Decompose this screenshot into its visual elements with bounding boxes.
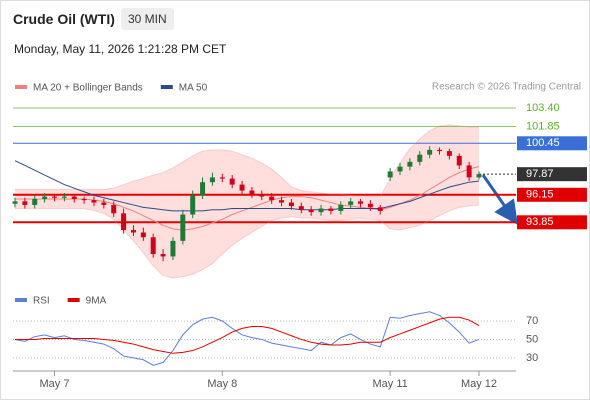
candle-body <box>427 149 433 155</box>
candle-body <box>338 204 344 211</box>
candle-body <box>101 202 107 205</box>
legend-swatch <box>67 298 80 302</box>
candle-body <box>249 190 255 195</box>
legend-swatch <box>15 85 27 89</box>
candle-body <box>397 166 403 172</box>
candle-body <box>200 182 206 196</box>
level-box <box>517 187 587 202</box>
candle-body <box>318 208 324 213</box>
legend-label: RSI <box>33 296 50 307</box>
level-box <box>517 167 587 182</box>
candle-body <box>446 151 452 156</box>
legend-label: MA 20 + Bollinger Bands <box>33 83 143 94</box>
y-tick-label: 50 <box>526 333 538 345</box>
candle-body <box>22 201 28 205</box>
x-tick-label: May 8 <box>207 378 237 390</box>
candle-body <box>298 206 304 210</box>
candle-body <box>367 203 373 208</box>
legend-swatch <box>15 298 27 302</box>
x-tick-label: May 7 <box>40 378 70 390</box>
candle-body <box>269 196 275 201</box>
candle-body <box>51 196 57 198</box>
level-box <box>517 215 587 230</box>
candle-body <box>190 195 196 215</box>
candle-body <box>12 201 18 204</box>
candle-body <box>209 177 215 183</box>
candle-body <box>71 196 77 199</box>
candle-body <box>42 196 48 199</box>
candle-body <box>358 201 364 204</box>
candle-body <box>32 198 38 205</box>
level-label: 103.40 <box>526 102 560 114</box>
candle-body <box>456 155 462 166</box>
candle-body <box>387 171 393 178</box>
band-edge <box>15 124 479 198</box>
candle-body <box>239 184 245 191</box>
legend-label: 9MA <box>86 296 107 307</box>
band-edge <box>15 204 480 279</box>
credit: Research © 2026 Trading Central <box>432 82 581 93</box>
candle-body <box>288 202 294 207</box>
candle-body <box>377 207 383 211</box>
rsi-line <box>14 311 480 366</box>
candle-body <box>229 178 235 185</box>
candle-body <box>328 208 334 211</box>
candle-body <box>111 204 117 214</box>
candle-body <box>61 196 67 198</box>
candle-body <box>259 194 265 197</box>
legend-swatch <box>160 85 173 89</box>
rsi-line <box>15 316 480 354</box>
level-label: 101.85 <box>526 120 560 132</box>
bollinger-band <box>15 124 479 278</box>
timestamp: Monday, May 11, 2026 1:21:28 PM CET <box>14 42 227 56</box>
level-label: 97.87 <box>526 168 554 180</box>
y-tick-label: 70 <box>526 315 538 327</box>
legend-label: MA 50 <box>179 83 208 94</box>
level-label: 96.15 <box>526 189 554 201</box>
candle-body <box>170 240 176 257</box>
candle-body <box>150 237 156 255</box>
candle-body <box>437 149 443 152</box>
candle-body <box>417 154 423 162</box>
candle-body <box>219 177 225 179</box>
candle-body <box>130 230 136 233</box>
candle-body <box>476 174 482 178</box>
candle-body <box>348 201 354 205</box>
x-tick-label: May 12 <box>461 378 497 390</box>
candle-body <box>81 198 87 201</box>
candle-body <box>308 209 314 213</box>
instrument-title: Crude Oil (WTI) <box>13 11 115 27</box>
y-tick-label: 30 <box>526 352 538 364</box>
candle-body <box>140 232 146 238</box>
candle-body <box>91 200 97 203</box>
level-label: 93.85 <box>526 216 554 228</box>
candle-body <box>279 200 285 203</box>
candle-body <box>121 213 127 231</box>
interval-badge[interactable]: 30 MIN <box>121 8 174 30</box>
moving-average <box>14 160 480 212</box>
candle-body <box>466 165 472 178</box>
level-label: 100.45 <box>526 137 560 149</box>
candle-body <box>180 214 186 241</box>
level-box <box>517 136 587 151</box>
x-tick-label: May 11 <box>373 378 408 390</box>
candle-body <box>407 161 413 167</box>
candle-body <box>160 254 166 257</box>
